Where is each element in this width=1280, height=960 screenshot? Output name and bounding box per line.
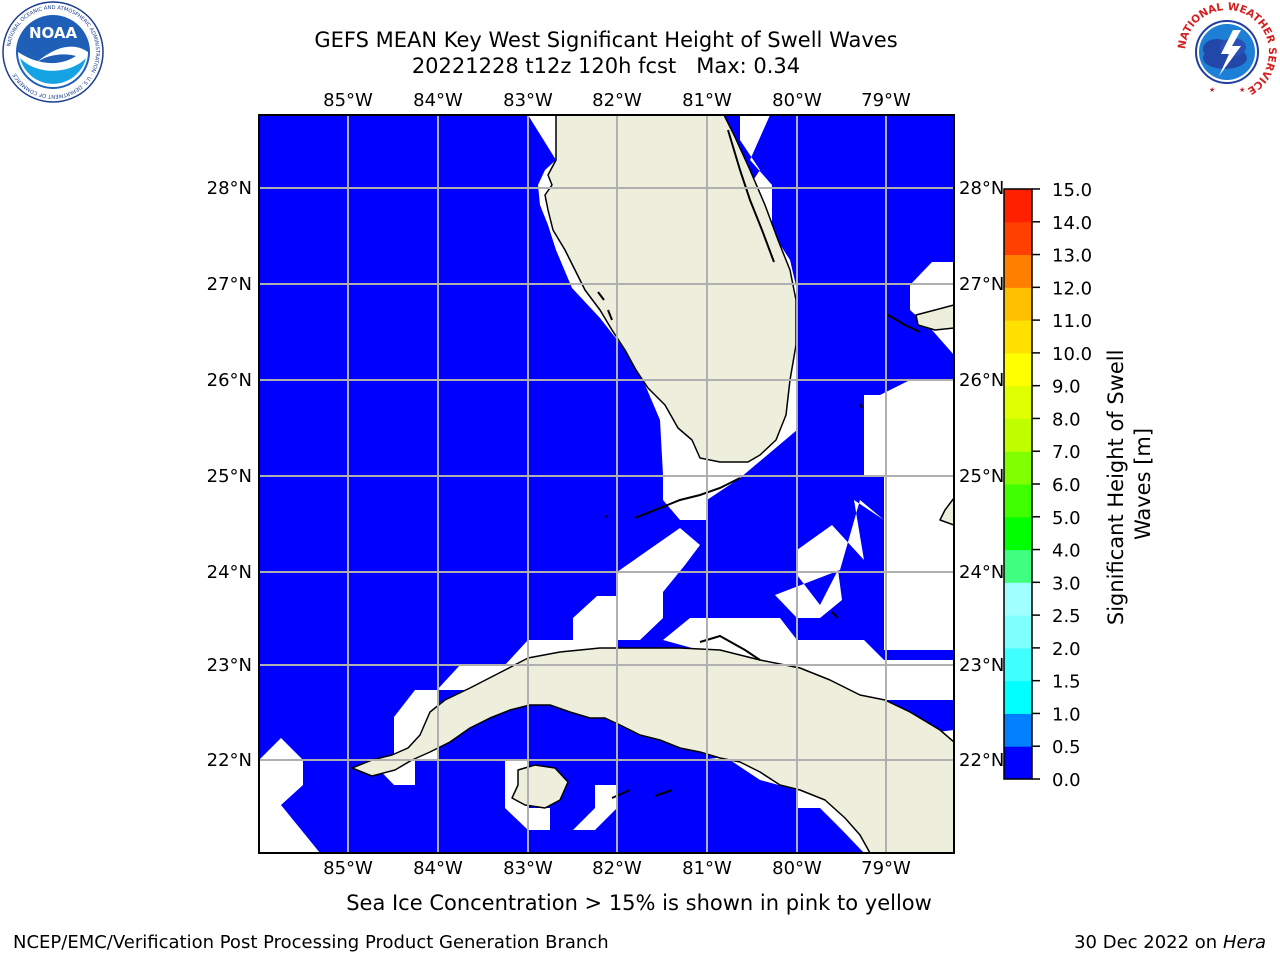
- lon-label-bottom: 82°W: [592, 858, 642, 879]
- small-islands: [597, 129, 921, 799]
- colorbar-segment: [1004, 451, 1032, 485]
- colorbar-segment: [1004, 680, 1032, 714]
- colorbar-tick-label: 13.0: [1052, 246, 1092, 267]
- lat-label-left: 23°N: [207, 655, 252, 676]
- colorbar-tick-label: 7.0: [1052, 442, 1081, 463]
- colorbar-segment: [1004, 713, 1032, 747]
- map-frame: [258, 114, 955, 854]
- colorbar-tick-label: 0.5: [1052, 737, 1081, 758]
- lat-label-right: 28°N: [959, 178, 1004, 199]
- colorbar-tick-label: 0.0: [1052, 770, 1081, 791]
- footer-host: Hera: [1222, 932, 1266, 953]
- lon-label-top: 84°W: [413, 90, 463, 111]
- lat-label-right: 27°N: [959, 274, 1004, 295]
- colorbar-segment: [1004, 647, 1032, 682]
- colorbar-segment: [1004, 418, 1032, 452]
- colorbar-tick-label: 4.0: [1052, 541, 1081, 562]
- lat-label-left: 27°N: [207, 274, 252, 295]
- colorbar-segment: [1004, 582, 1032, 616]
- colorbar-segment: [1004, 320, 1032, 354]
- nws-logo-icon: NATIONAL WEATHER SERVICE ★ ★: [1176, 1, 1278, 102]
- lon-label-top: 80°W: [772, 90, 822, 111]
- colorbar-tick-label: 9.0: [1052, 377, 1081, 398]
- hispaniola-edge: [939, 497, 954, 526]
- lat-lon-grid: [259, 115, 954, 853]
- colorbar-tick-label: 2.5: [1052, 606, 1081, 627]
- lat-label-left: 24°N: [207, 562, 252, 583]
- lon-label-top: 82°W: [592, 90, 642, 111]
- lon-label-top: 81°W: [682, 90, 732, 111]
- colorbar-label: Significant Height of Swell Waves [m]: [1104, 343, 1155, 625]
- title-line-2: 20221228 t12z 120h fcst Max: 0.34: [411, 54, 801, 78]
- colorbar-tick-label: 15.0: [1052, 180, 1092, 201]
- lon-label-bottom: 84°W: [413, 858, 463, 879]
- colorbar-tick-label: 14.0: [1052, 213, 1092, 234]
- colorbar-tick-label: 3.0: [1052, 573, 1081, 594]
- title-line-1: GEFS MEAN Key West Significant Height of…: [314, 28, 898, 52]
- colorbar-tick-label: 8.0: [1052, 409, 1081, 430]
- lon-label-bottom: 79°W: [861, 858, 911, 879]
- svg-text:NOAA: NOAA: [29, 24, 78, 42]
- lat-label-left: 26°N: [207, 370, 252, 391]
- land-areas: [351, 115, 954, 853]
- colorbar-segment: [1004, 385, 1032, 419]
- colorbar-segment: [1004, 746, 1032, 780]
- lat-label-right: 24°N: [959, 562, 1004, 583]
- colorbar-tick-label: 5.0: [1052, 508, 1081, 529]
- florida-land: [544, 115, 797, 463]
- colorbar-segment: [1004, 484, 1032, 518]
- isla-de-la-juventud: [511, 764, 569, 809]
- lon-label-bottom: 85°W: [323, 858, 373, 879]
- lat-label-right: 22°N: [959, 750, 1004, 771]
- colorbar-tick-label: 6.0: [1052, 475, 1081, 496]
- lon-label-bottom: 80°W: [772, 858, 822, 879]
- colorbar-segment: [1004, 254, 1032, 288]
- colorbar-tick-label: 2.0: [1052, 639, 1081, 660]
- lon-label-top: 85°W: [323, 90, 373, 111]
- lon-label-bottom: 81°W: [682, 858, 732, 879]
- lat-label-left: 28°N: [207, 178, 252, 199]
- lat-label-right: 25°N: [959, 466, 1004, 487]
- footer-date-text: 30 Dec 2022 on: [1074, 932, 1218, 953]
- colorbar-segment: [1004, 352, 1032, 387]
- colorbar-tick-label: 12.0: [1052, 278, 1092, 299]
- colorbar-segment: [1004, 287, 1032, 321]
- colorbar-segment: [1004, 516, 1032, 551]
- lat-label-right: 26°N: [959, 370, 1004, 391]
- colorbar-tick-label: 1.0: [1052, 704, 1081, 725]
- noaa-logo-icon: NATIONAL OCEANIC AND ATMOSPHERIC ADMINIS…: [2, 1, 104, 103]
- bahamas-island: [915, 304, 954, 331]
- footer-branch: NCEP/EMC/Verification Post Processing Pr…: [13, 932, 609, 953]
- colorbar: 0.0 0.5 1.0 1.5 2.0 2.5 3.0 4.0 5.0 6.0 7.0 8.0 9.0 1…: [1003, 180, 1092, 791]
- colorbar-tick-label: 1.5: [1052, 672, 1081, 693]
- colorbar-tick-label: 11.0: [1052, 311, 1092, 332]
- colorbar-segment: [1004, 189, 1032, 223]
- lat-label-left: 22°N: [207, 750, 252, 771]
- colorbar-segment: [1004, 549, 1032, 583]
- lat-label-left: 25°N: [207, 466, 252, 487]
- footer-date: 30 Dec 2022 on Hera: [1074, 932, 1266, 953]
- lat-label-right: 23°N: [959, 655, 1004, 676]
- lon-label-top: 83°W: [503, 90, 553, 111]
- lon-label-top: 79°W: [861, 90, 911, 111]
- colorbar-segment: [1004, 615, 1032, 649]
- colorbar-tick-label: 10.0: [1052, 344, 1092, 365]
- map-title: GEFS MEAN Key West Significant Height of…: [0, 27, 1212, 79]
- sea-ice-note: Sea Ice Concentration > 15% is shown in …: [346, 891, 932, 915]
- svg-text:★: ★: [1209, 86, 1215, 94]
- colorbar-segment: [1004, 221, 1032, 256]
- svg-text:★: ★: [1239, 86, 1245, 94]
- lon-label-bottom: 83°W: [503, 858, 553, 879]
